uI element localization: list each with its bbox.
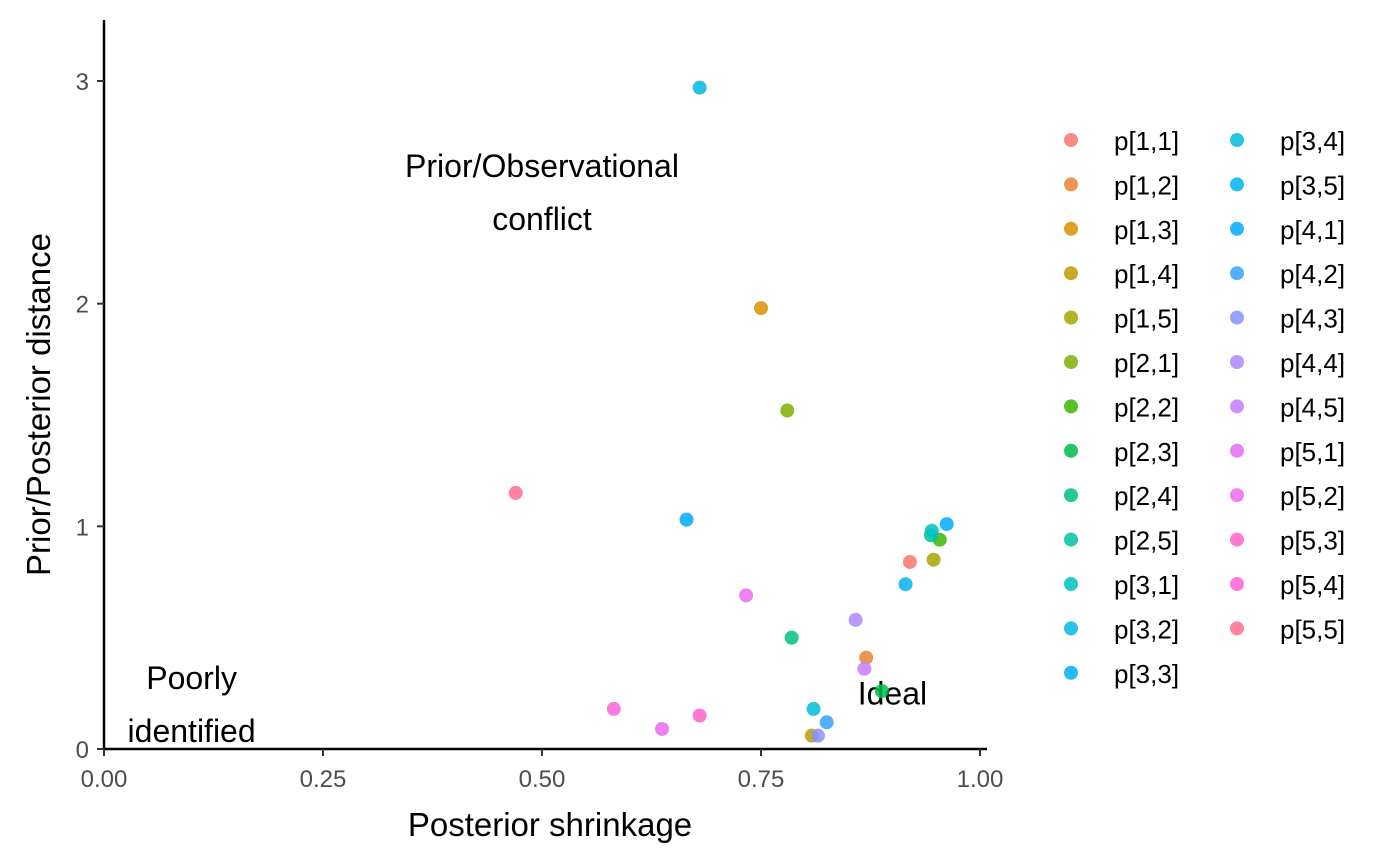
- legend-key: [1064, 621, 1078, 636]
- legend-label: p[4,5]: [1280, 392, 1345, 422]
- legend-key: [1230, 310, 1244, 325]
- legend-key: [1230, 177, 1244, 192]
- data-point: [692, 80, 707, 95]
- legend-label: p[2,2]: [1114, 392, 1179, 422]
- data-points: [508, 80, 954, 743]
- data-point: [679, 512, 694, 527]
- data-point: [924, 523, 939, 538]
- legend-label: p[2,1]: [1114, 348, 1179, 378]
- legend-key: [1064, 310, 1078, 325]
- legend-key: [1064, 532, 1078, 547]
- data-point: [874, 684, 889, 699]
- legend-key: [1064, 399, 1078, 414]
- x-tick-label: 0.75: [738, 766, 785, 793]
- data-point: [819, 715, 834, 730]
- legend-label: p[5,5]: [1280, 614, 1345, 644]
- legend-label: p[5,2]: [1280, 481, 1345, 511]
- data-point: [606, 701, 621, 716]
- y-tick-label: 0: [76, 737, 89, 764]
- x-tick-label: 0.50: [519, 766, 566, 793]
- legend-key: [1064, 133, 1078, 147]
- legend-key: [1230, 355, 1244, 369]
- legend-key: [1230, 577, 1244, 591]
- annotation-text: Prior/Observational: [405, 148, 679, 184]
- annotation-text: Poorly: [146, 660, 237, 696]
- annotation-text: Ideal: [858, 675, 927, 711]
- data-point: [655, 721, 670, 736]
- data-point: [784, 630, 799, 645]
- legend-key: [1230, 221, 1244, 236]
- data-point: [508, 485, 523, 500]
- data-point: [848, 612, 863, 627]
- data-point: [857, 661, 872, 676]
- data-point: [780, 403, 795, 418]
- legend-label: p[2,5]: [1114, 526, 1179, 556]
- legend-key: [1230, 532, 1244, 547]
- y-tick-label: 3: [76, 69, 89, 96]
- y-tick-label: 1: [76, 514, 89, 541]
- legend-label: p[1,2]: [1114, 170, 1179, 200]
- legend-label: p[2,4]: [1114, 481, 1179, 511]
- data-point: [754, 301, 768, 316]
- legend-label: p[1,1]: [1114, 126, 1179, 156]
- data-point: [810, 728, 825, 743]
- x-tick-label: 1.00: [957, 766, 1004, 793]
- legend-key: [1064, 177, 1078, 192]
- data-point: [739, 588, 754, 603]
- legend-key: [1230, 266, 1244, 281]
- legend: p[1,1] p[1,2] p[1,3] p[1,4] p[1,5] p[2,1] p[2,…: [1064, 126, 1345, 689]
- data-point: [859, 650, 874, 665]
- legend-label: p[3,3]: [1114, 659, 1179, 689]
- x-tick-label: 0.25: [300, 766, 347, 793]
- annotations: Prior/Observational conflict Poorly identif…: [128, 148, 928, 749]
- legend-label: p[3,5]: [1280, 170, 1345, 200]
- legend-label: p[4,1]: [1280, 215, 1345, 245]
- data-point: [939, 517, 954, 532]
- y-axis-title: Prior/Posterior distance: [20, 233, 57, 576]
- data-point: [806, 701, 821, 716]
- legend-label: p[5,4]: [1280, 570, 1345, 600]
- legend-key: [1064, 221, 1078, 236]
- legend-key: [1064, 488, 1078, 503]
- x-tick-label: 0.00: [81, 766, 128, 793]
- legend-label: p[3,2]: [1114, 614, 1179, 644]
- legend-label: p[3,4]: [1280, 126, 1345, 156]
- legend-label: p[4,2]: [1280, 259, 1345, 289]
- annotation-text: conflict: [492, 201, 592, 237]
- legend-key: [1230, 133, 1244, 147]
- legend-label: p[3,1]: [1114, 570, 1179, 600]
- data-point: [902, 554, 917, 569]
- y-tick-label: 2: [76, 292, 89, 319]
- legend-key: [1230, 488, 1244, 503]
- legend-label: p[5,1]: [1280, 437, 1345, 467]
- legend-key: [1064, 665, 1078, 680]
- legend-label: p[1,3]: [1114, 215, 1179, 245]
- axes: 0.00 0.25 0.50 0.75 1.00 0 1 2 3 Posterior shrink…: [20, 20, 1003, 843]
- legend-key: [1230, 621, 1244, 636]
- data-point: [926, 552, 941, 567]
- legend-label: p[5,3]: [1280, 526, 1345, 556]
- legend-key: [1064, 266, 1078, 281]
- legend-label: p[4,3]: [1280, 304, 1345, 334]
- legend-key: [1230, 443, 1244, 458]
- legend-label: p[1,4]: [1114, 259, 1179, 289]
- data-point: [692, 708, 707, 723]
- data-point: [898, 577, 913, 592]
- legend-key: [1064, 577, 1078, 591]
- annotation-text: identified: [128, 713, 256, 749]
- legend-key: [1230, 399, 1244, 414]
- legend-key: [1064, 443, 1078, 458]
- legend-label: p[2,3]: [1114, 437, 1179, 467]
- legend-key: [1064, 355, 1078, 369]
- legend-label: p[4,4]: [1280, 348, 1345, 378]
- legend-label: p[1,5]: [1114, 304, 1179, 334]
- x-axis-title: Posterior shrinkage: [408, 806, 692, 843]
